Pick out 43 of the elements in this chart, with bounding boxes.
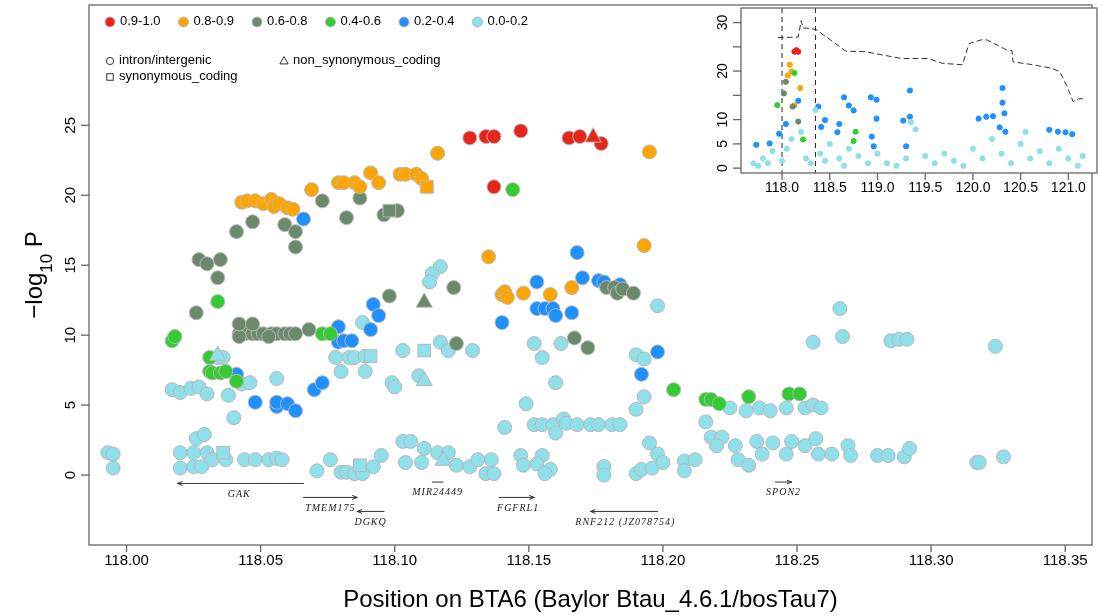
y-tick-label: 0 (61, 470, 78, 480)
x-tick-label: 121.0 (1050, 179, 1087, 196)
x-tick-label: 120.0 (955, 179, 991, 196)
y-tick-label: 5 (714, 139, 730, 148)
y-tick-label: 10 (61, 326, 78, 344)
x-axis-title: Position on BTA6 (Baylor Btau_4.6.1/bosTau7) (343, 585, 838, 612)
y-tick-label: 20 (714, 63, 730, 79)
annotation: synonymous_coding (119, 68, 238, 84)
legend-label: 0.2-0.4 (414, 13, 455, 29)
legend-label: 0.6-0.8 (267, 13, 308, 29)
annotation: RNF212 (JZ078754) (574, 515, 676, 528)
legend-label: 0.4-0.6 (340, 13, 381, 29)
legend-label: 0.9-1.0 (120, 13, 161, 29)
annotation: MIR24449 (411, 486, 464, 498)
x-tick-label: 118.35 (1042, 551, 1088, 569)
x-tick-label: 118.25 (774, 551, 820, 569)
y-tick-label: 30 (714, 14, 730, 31)
y-tick-label: 25 (61, 116, 78, 134)
x-tick-label: 119.0 (860, 179, 895, 196)
annotation: TMEM175 (305, 501, 356, 513)
x-tick-label: 118.20 (640, 551, 686, 569)
y-tick-label: 15 (61, 256, 78, 274)
x-tick-label: 118.10 (372, 551, 418, 569)
annotation: FGFRL1 (496, 501, 540, 513)
x-tick-label: 118.00 (104, 551, 149, 569)
x-tick-label: 120.5 (1003, 179, 1039, 196)
x-tick-label: 119.5 (908, 179, 943, 196)
x-tick-label: 118.05 (238, 551, 284, 569)
annotation: non_synonymous_coding (293, 52, 441, 68)
y-tick-label: 10 (714, 111, 730, 128)
x-tick-label: 118.15 (506, 551, 552, 569)
annotation: DGKQ (353, 515, 387, 527)
x-tick-label: 118.30 (908, 551, 954, 569)
annotation: GAK (227, 487, 252, 499)
legend-label: 0.0-0.2 (487, 13, 528, 29)
y-tick-label: 20 (61, 186, 78, 204)
x-tick-label: 118.5 (812, 179, 847, 196)
annotation: SPON2 (766, 486, 802, 498)
annotation: intron/intergenic (119, 52, 212, 68)
legend-label: 0.8-0.9 (193, 13, 234, 29)
x-tick-label: 118.0 (765, 179, 800, 196)
y-tick-label: 5 (61, 400, 78, 410)
y-tick-label: 0 (714, 164, 730, 173)
